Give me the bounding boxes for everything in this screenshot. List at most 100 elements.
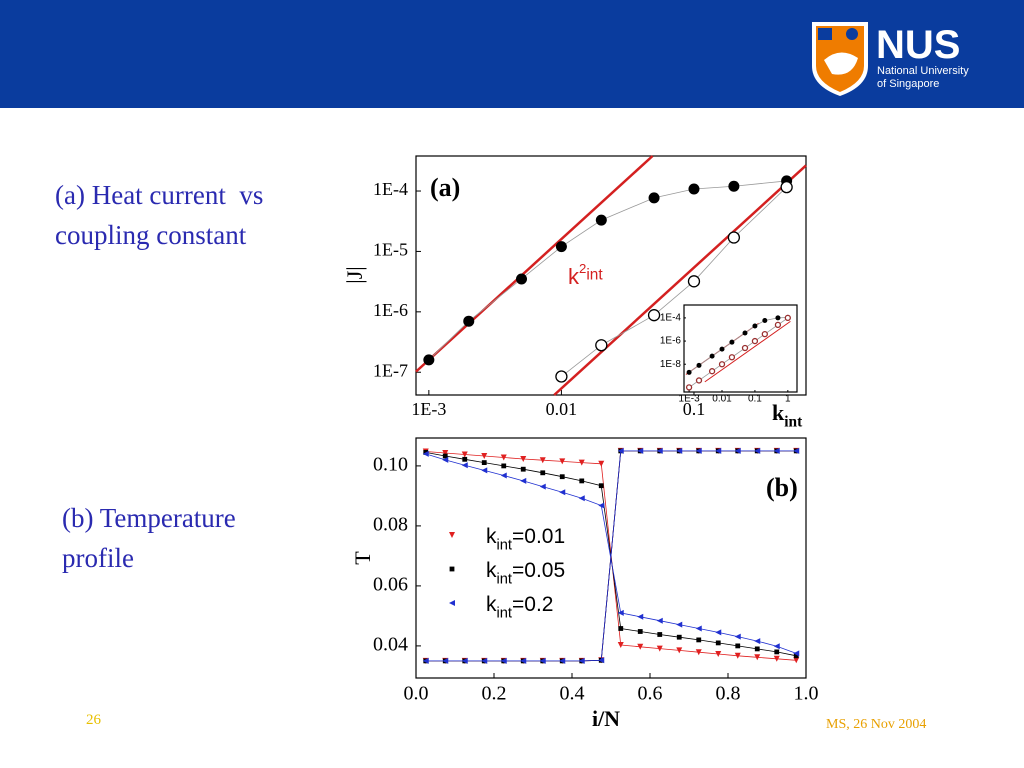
text-part: k [772, 400, 785, 425]
y-tick-label: 1E-7 [373, 360, 408, 380]
fit-line [553, 164, 807, 396]
text-part: k [486, 525, 497, 548]
data-point [695, 447, 702, 454]
data-point [696, 362, 702, 368]
header-bar [0, 0, 1024, 108]
data-point [773, 643, 780, 650]
data-point [423, 354, 435, 366]
data-point [773, 447, 780, 454]
data-point [442, 456, 449, 463]
data-point [793, 657, 800, 664]
data-point [793, 653, 799, 659]
data-point [676, 647, 683, 654]
footer-text: MS, 26 Nov 2004 [826, 717, 926, 732]
x-tick-label: 0.8 [716, 683, 741, 705]
data-point [648, 192, 660, 204]
data-point [734, 633, 741, 640]
y-tick-label: 0.06 [373, 573, 408, 595]
x-tick-label: 0.2 [482, 683, 507, 705]
data-point [481, 467, 488, 474]
data-point [539, 483, 546, 490]
data-point [715, 651, 722, 657]
y-tick-label: 1E-4 [660, 313, 682, 324]
data-point [676, 447, 683, 454]
data-point [728, 180, 740, 192]
data-point [539, 657, 546, 664]
x-tick-label: 0.6 [638, 683, 663, 705]
data-point [761, 330, 768, 338]
text-part: int [586, 267, 603, 284]
data-point [595, 214, 607, 226]
data-point [784, 314, 791, 322]
data-point [617, 447, 624, 454]
data-point [688, 183, 700, 195]
data-point [520, 466, 526, 472]
slide-text: coupling constant [55, 220, 247, 250]
data-point [520, 657, 527, 664]
legend-label: kint=0.2 [486, 593, 553, 621]
data-point [695, 377, 703, 384]
data-point [752, 323, 758, 329]
data-point [442, 453, 448, 459]
data-point [637, 613, 644, 620]
x-tick-label: 1E-3 [679, 394, 701, 405]
text-part: k [486, 559, 497, 582]
data-point [481, 657, 488, 664]
data-point [520, 477, 527, 484]
data-point [555, 370, 568, 383]
series-line [561, 186, 787, 377]
x-tick-label: 0.4 [560, 683, 585, 705]
y-tick-label: 1E-4 [373, 179, 408, 199]
logo-line: of Singapore [877, 78, 939, 90]
text-part: int [497, 571, 513, 587]
y-tick-label: 1E-5 [373, 240, 408, 260]
data-point [793, 447, 800, 454]
data-point [617, 609, 624, 616]
y-tick-label: 1E-6 [660, 336, 682, 347]
data-point [637, 643, 644, 650]
x-tick-label: 1 [785, 394, 791, 405]
text-part: int [497, 605, 513, 621]
logo-text: NUS [876, 23, 960, 67]
data-point [754, 638, 761, 645]
series-line [688, 317, 789, 388]
data-point [715, 447, 722, 454]
data-point [647, 309, 661, 322]
x-tick-label: 1.0 [794, 683, 819, 705]
data-point [676, 634, 682, 640]
page-number: 26 [86, 712, 102, 728]
legend-marker [449, 566, 455, 572]
data-point [695, 625, 702, 632]
data-point [719, 346, 725, 352]
panel-label: (b) [766, 473, 798, 502]
x-tick-label: 0.1 [683, 399, 706, 419]
text-part: int [784, 414, 803, 431]
data-point [442, 657, 449, 664]
data-point [501, 463, 507, 469]
legend-label: kint=0.05 [486, 559, 565, 587]
data-point [555, 241, 567, 253]
data-point [754, 447, 761, 454]
data-point [461, 462, 468, 469]
x-axis-label: i/N [592, 706, 620, 731]
x-tick-label: 0.1 [748, 394, 762, 405]
logo-line: National University [877, 65, 969, 77]
data-point [696, 637, 702, 643]
data-point [727, 231, 741, 244]
data-point [751, 337, 759, 345]
data-point [598, 657, 605, 664]
x-tick-label: 0.01 [546, 399, 578, 419]
legend-marker [449, 532, 455, 538]
data-point [780, 180, 793, 194]
data-point [461, 657, 468, 664]
data-point [656, 617, 663, 624]
data-point [741, 344, 749, 352]
x-tick-label: 0.0 [404, 683, 429, 705]
data-point [578, 657, 585, 664]
x-tick-label: 1E-3 [411, 399, 446, 419]
data-point [500, 454, 507, 461]
data-point [617, 642, 624, 648]
text-part: k [568, 264, 580, 289]
data-point [442, 450, 449, 456]
legend-marker [449, 600, 455, 606]
